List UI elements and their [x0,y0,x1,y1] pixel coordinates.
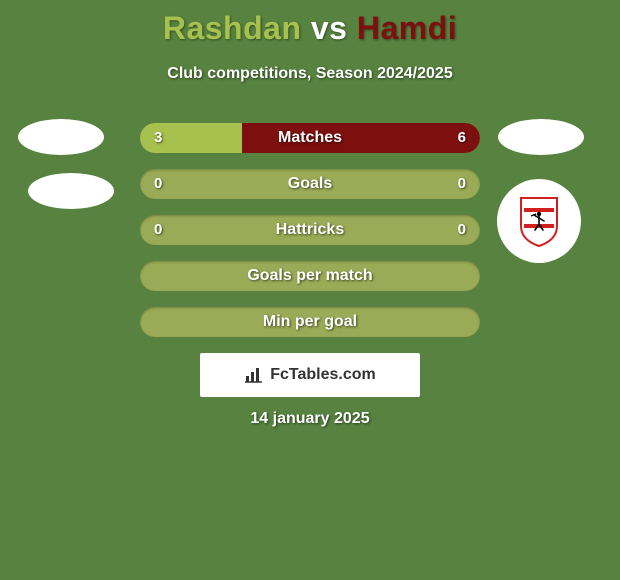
stat-row: 00Hattricks [140,215,480,245]
stat-label: Min per goal [140,307,480,337]
title-player2: Hamdi [357,10,457,46]
player1-photo-placeholder [18,119,104,155]
player2-photo-placeholder [498,119,584,155]
bar-chart-icon [244,366,264,384]
stat-row: Goals per match [140,261,480,291]
stat-label: Hattricks [140,215,480,245]
comparison-infographic: Rashdan vs Hamdi Club competitions, Seas… [0,0,620,580]
stat-row: 00Goals [140,169,480,199]
stat-label: Goals [140,169,480,199]
stat-label: Matches [140,123,480,153]
club2-logo [497,179,581,263]
title-vs: vs [311,10,348,46]
stat-row: 36Matches [140,123,480,153]
subtitle: Club competitions, Season 2024/2025 [0,65,620,83]
watermark: FcTables.com [200,353,420,397]
club1-logo-placeholder [28,173,114,209]
stats-bars: 36Matches 00Goals 00Hattricks Goals per mat… [140,123,480,353]
stat-label: Goals per match [140,261,480,291]
watermark-text: FcTables.com [270,366,376,384]
title-player1: Rashdan [163,10,302,46]
zamalek-shield-icon [517,194,561,248]
generation-date: 14 january 2025 [0,410,620,428]
stat-row: Min per goal [140,307,480,337]
page-title: Rashdan vs Hamdi [0,0,620,47]
